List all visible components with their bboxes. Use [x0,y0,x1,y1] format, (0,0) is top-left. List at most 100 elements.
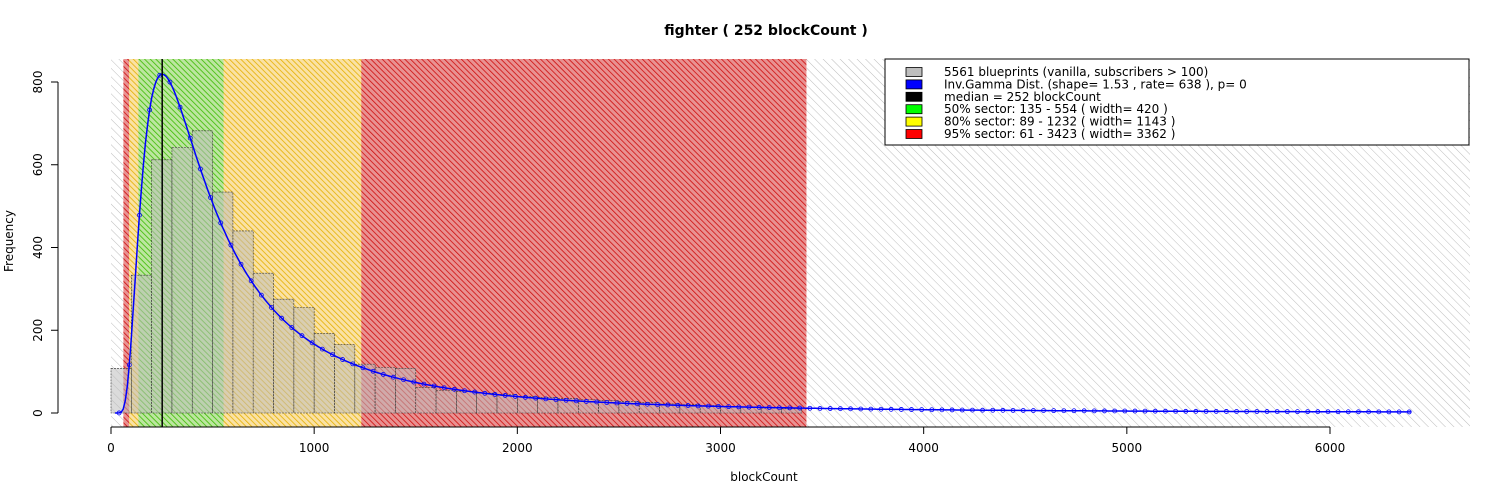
legend-label: 80% sector: 89 - 1232 ( width= 1143 ) [944,115,1175,129]
curve-point [137,212,142,218]
curve-point [980,407,985,413]
y-tick-label: 600 [31,153,45,176]
curve-point [1051,408,1057,414]
legend-box [884,58,1470,146]
curve-point [1386,409,1392,415]
curve-point [309,340,315,346]
curve-point [1356,409,1361,415]
chart-title: fighter ( 252 blockCount ) [664,23,868,39]
legend-swatch [905,79,923,90]
curve-point [716,404,721,409]
curve-point [634,401,640,407]
curve-point [756,404,762,410]
curve-point [644,401,650,407]
curve-point [584,399,589,404]
curve-point [929,407,935,413]
curve-point [1376,409,1382,415]
curve-point [1102,408,1107,414]
curve-point [1254,409,1260,414]
curve-point [391,374,396,380]
curve-point [299,333,305,339]
curve-point [573,398,579,404]
curve-point [685,403,691,408]
curve-point [238,261,244,267]
curve-point [451,386,457,392]
curve-point [848,406,853,412]
curve-point [726,404,732,410]
curve-point [401,377,406,383]
curve-point [777,405,782,411]
curve-point [1345,409,1351,415]
curve-point [909,407,914,412]
curve-point [258,292,264,298]
histogram-bar [191,130,213,414]
curve-point [1406,409,1412,415]
histogram-bar [496,394,518,414]
curve-point [675,402,681,408]
histogram-bar [273,298,295,414]
curve-point [1071,408,1077,414]
curve-point [594,399,599,405]
curve-point [1000,407,1006,413]
legend-swatch [905,104,923,115]
x-tick-label: 2000 [502,441,533,455]
curve-point [350,361,356,367]
x-tick-label: 6000 [1315,441,1346,455]
curve-point [1163,408,1168,414]
curve-point [360,365,366,371]
curve-point [1366,409,1372,415]
histogram-bar [171,147,193,414]
curve-point [441,385,447,391]
curve-point [990,407,996,413]
x-tick-label: 3000 [705,441,736,455]
curve-point [502,393,508,398]
curve-point [167,79,173,85]
curve-point [512,394,518,399]
curve-point [1396,409,1402,415]
legend-label: 5561 blueprints (vanilla, subscribers > … [944,65,1208,79]
curve-point [1061,408,1067,414]
curve-point [289,325,295,330]
curve-point [817,406,823,411]
curve-point [523,394,528,400]
curve-point [1183,408,1189,414]
x-axis-title: blockCount [730,470,798,484]
curve-point [898,407,904,412]
legend-label: Inv.Gamma Dist. (shape= 1.53 , rate= 638… [944,77,1247,91]
curve-point [197,166,203,172]
curve-point [1193,408,1199,414]
curve-point [807,405,813,411]
curve-point [888,406,894,412]
curve-point [472,389,478,395]
curve-point [411,379,417,385]
curve-point [462,388,467,394]
legend-swatch [905,91,923,102]
curve-point [1264,409,1270,414]
curve-point [1091,408,1097,414]
curve-point [431,383,437,389]
curve-point [949,407,955,413]
curve-point [248,278,254,284]
curve-point [1213,409,1219,414]
curve-point [665,402,671,408]
x-tick-label: 1000 [299,441,330,455]
histogram-bar [232,230,254,414]
curve-point [1234,409,1239,414]
curve-point [1132,408,1138,414]
curve-point [766,405,772,410]
y-tick-label: 0 [31,409,45,417]
y-axis-title: Frequency [2,210,16,272]
curve-point [878,406,884,412]
legend: 5561 blueprints (vanilla, subscribers > … [884,58,1470,146]
curve-point [1122,408,1128,414]
legend-swatch [905,116,923,127]
curve-point [1325,409,1331,415]
y-tick-label: 200 [31,319,45,342]
histogram-bar [415,387,437,414]
curve-point [228,242,234,248]
legend-label: 95% sector: 61 - 3423 ( width= 3362 ) [944,127,1175,141]
curve-point [939,407,945,413]
histogram-bar [395,368,417,414]
curve-point [736,404,742,410]
curve-point [695,403,701,409]
